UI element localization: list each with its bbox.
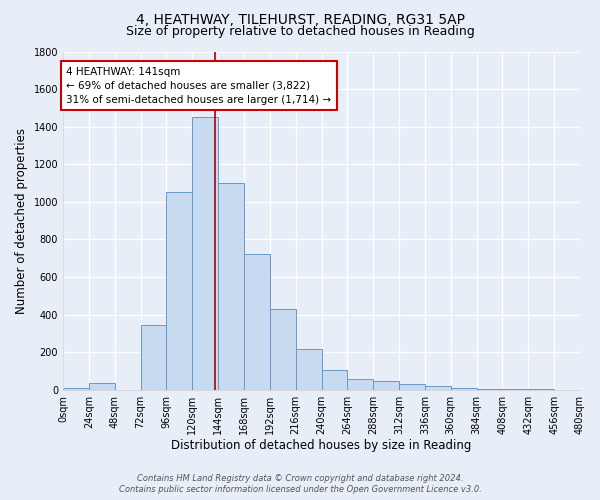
Bar <box>451 388 476 390</box>
Bar <box>399 384 425 390</box>
Bar <box>89 384 115 390</box>
Bar <box>296 350 322 390</box>
X-axis label: Distribution of detached houses by size in Reading: Distribution of detached houses by size … <box>172 440 472 452</box>
Bar <box>218 183 244 390</box>
Y-axis label: Number of detached properties: Number of detached properties <box>15 128 28 314</box>
Bar <box>244 254 270 390</box>
Text: 4, HEATHWAY, TILEHURST, READING, RG31 5AP: 4, HEATHWAY, TILEHURST, READING, RG31 5A… <box>136 12 464 26</box>
Bar <box>192 118 218 390</box>
Bar <box>166 192 192 390</box>
Bar <box>63 388 89 390</box>
Bar <box>425 386 451 390</box>
Text: Size of property relative to detached houses in Reading: Size of property relative to detached ho… <box>125 25 475 38</box>
Bar <box>140 325 166 390</box>
Bar <box>373 382 399 390</box>
Bar <box>347 380 373 390</box>
Text: 4 HEATHWAY: 141sqm
← 69% of detached houses are smaller (3,822)
31% of semi-deta: 4 HEATHWAY: 141sqm ← 69% of detached hou… <box>66 66 331 104</box>
Bar <box>322 370 347 390</box>
Bar <box>476 389 502 390</box>
Text: Contains HM Land Registry data © Crown copyright and database right 2024.
Contai: Contains HM Land Registry data © Crown c… <box>119 474 481 494</box>
Bar <box>270 309 296 390</box>
